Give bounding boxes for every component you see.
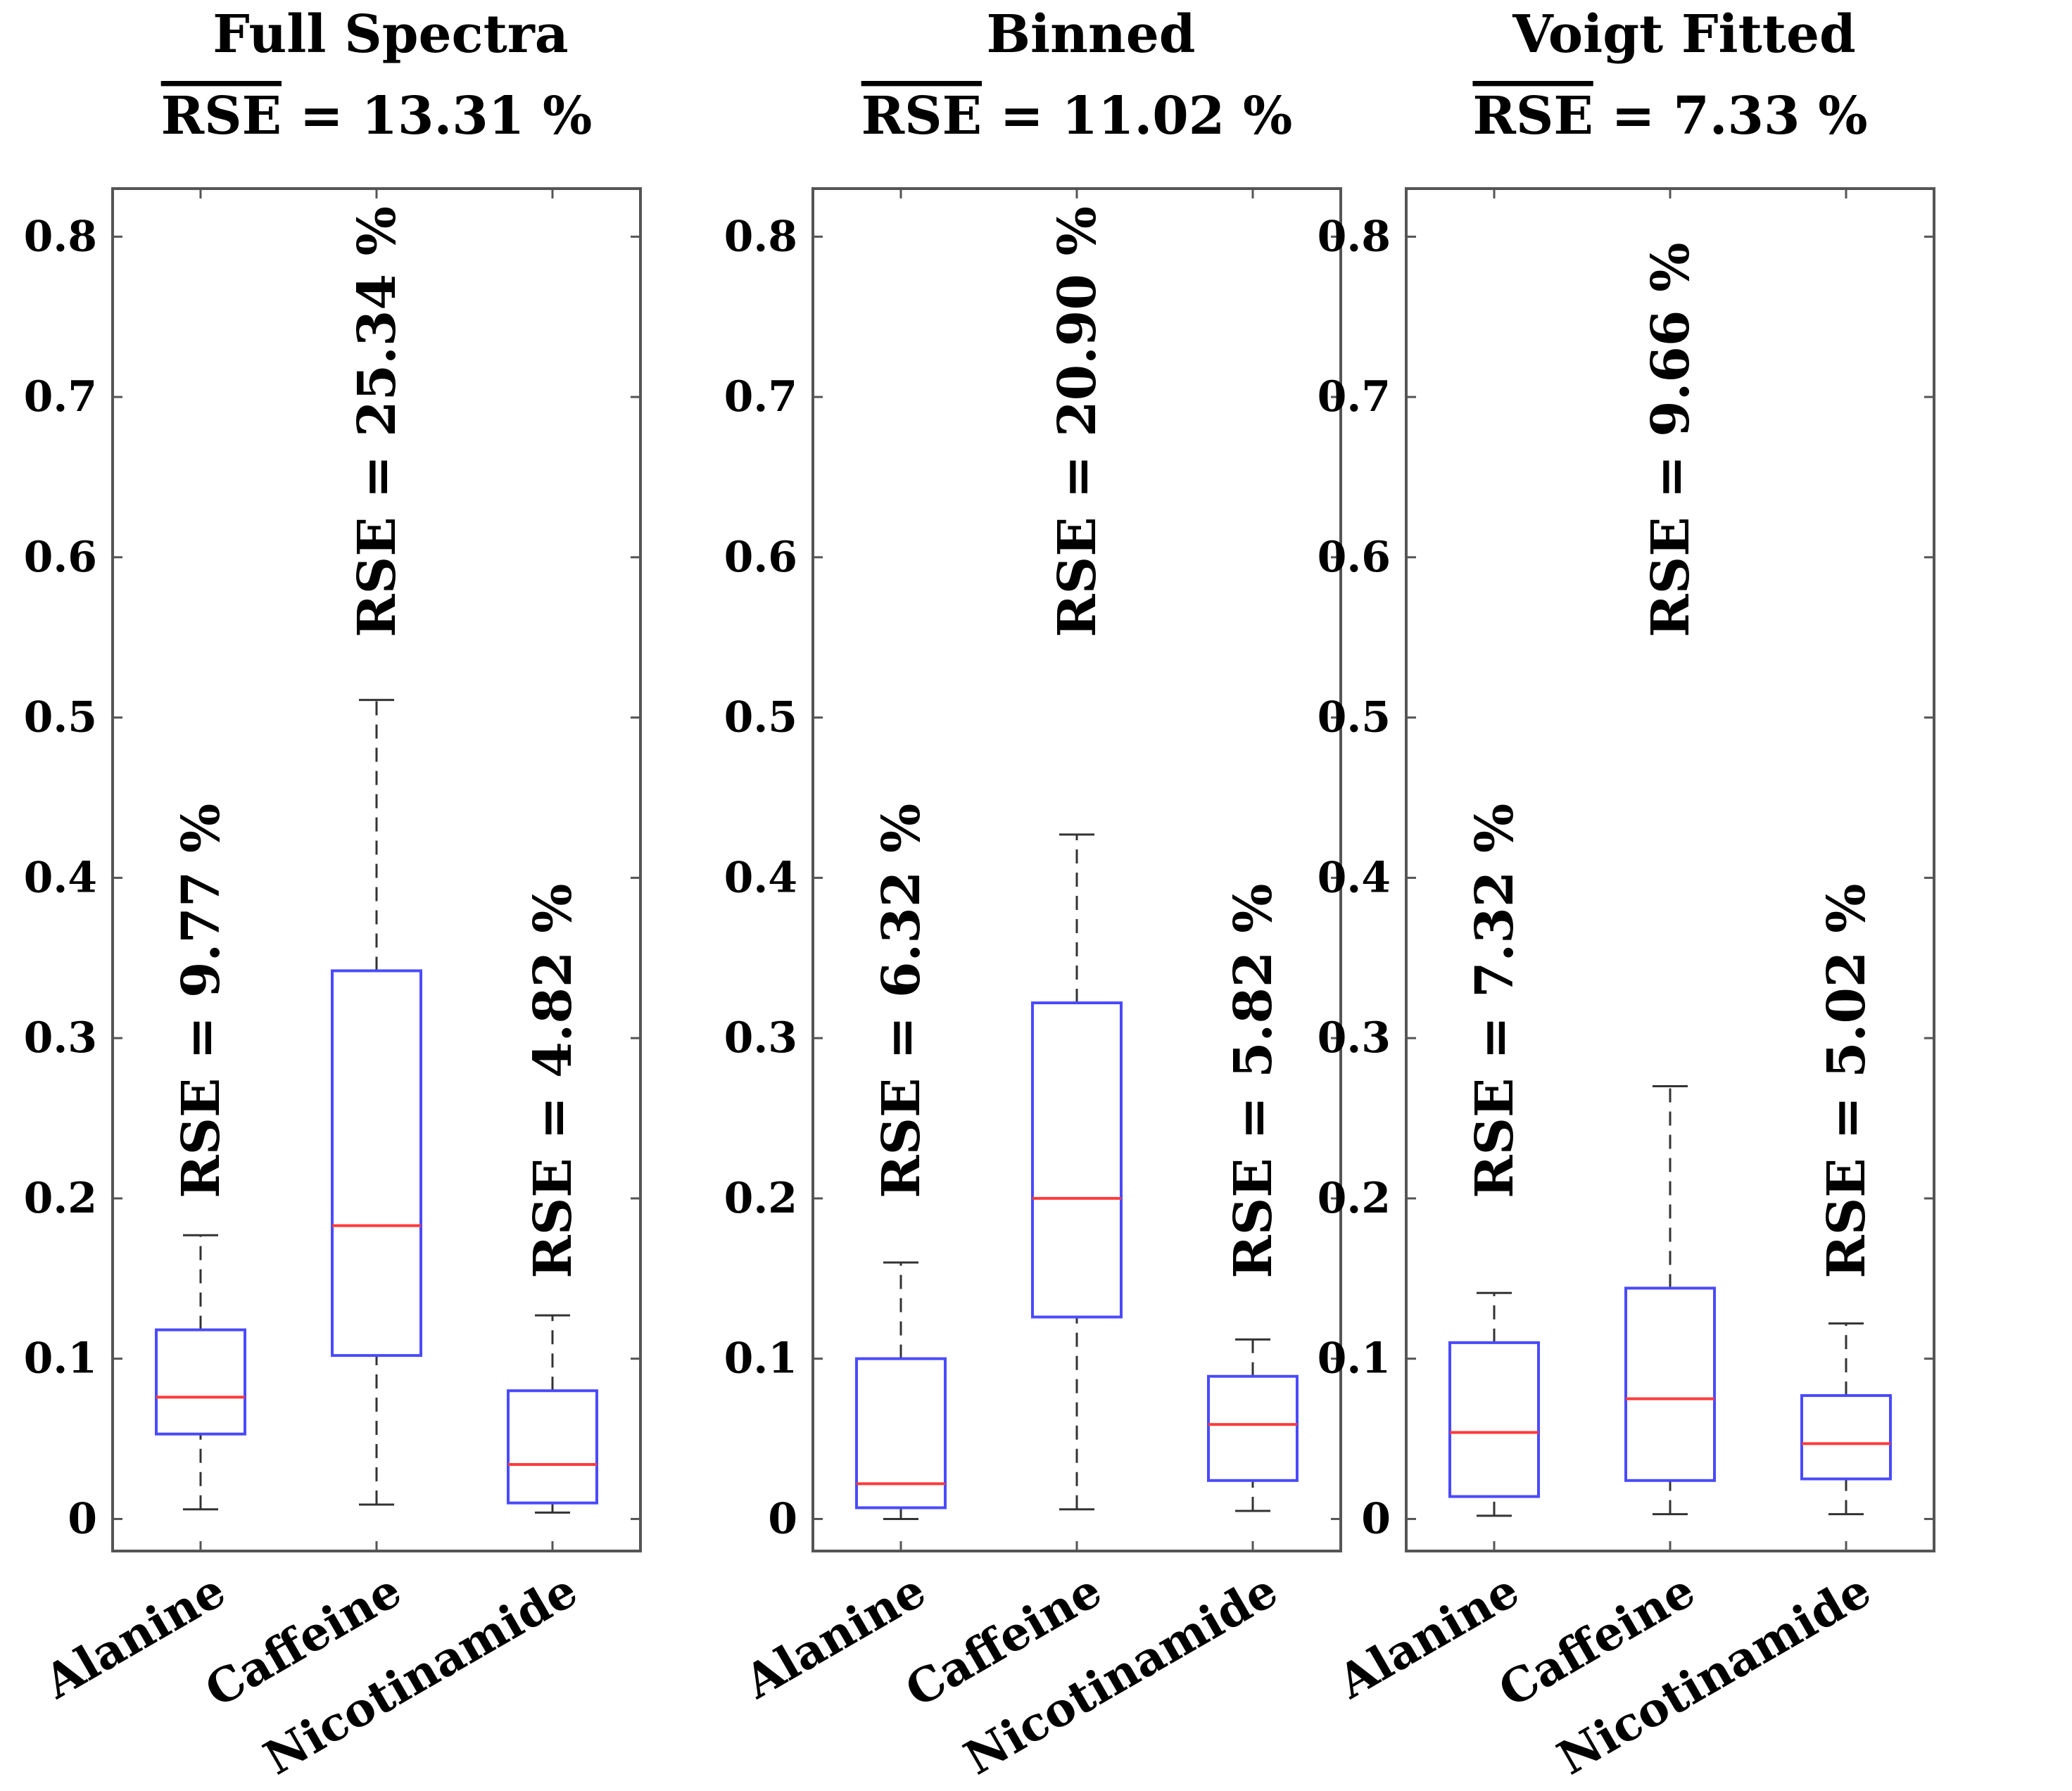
y-tick-label: 0.4 [724, 853, 797, 902]
rse-annotation: RSE = 25.34 % [347, 206, 408, 638]
panel-subtitle-value: = 13.31 % [282, 86, 592, 146]
panel-subtitle-overlined: RSE [1472, 86, 1593, 146]
panel-subtitle-overlined: RSE [161, 86, 282, 146]
y-tick-label: 0.6 [724, 533, 797, 582]
panel-subtitle: RSE = 7.33 % [1472, 86, 1867, 146]
panel-subtitle-overlined: RSE [861, 86, 982, 146]
panel-subtitle-value: = 7.33 % [1593, 86, 1868, 146]
panel-title: Binned [986, 4, 1195, 65]
panel-0: Full Spectra RSE = 13.31 % 0 0.1 0.2 0.3 0.4 0.… [24, 4, 642, 1785]
y-tick-label: 0.1 [24, 1334, 97, 1384]
iqr-box [331, 969, 422, 1358]
y-tick-label: 0.1 [724, 1334, 797, 1384]
y-tick-label: 0.3 [24, 1013, 97, 1063]
y-tick-label: 0.3 [1318, 1013, 1391, 1063]
y-tick-label: 0.5 [1318, 693, 1391, 742]
panel-subtitle-value: = 11.02 % [982, 86, 1292, 146]
y-tick-label: 0.7 [24, 372, 97, 422]
y-tick-label: 0.6 [1318, 533, 1391, 582]
y-tick-label: 0.5 [724, 693, 797, 742]
rse-annotation: RSE = 7.32 % [1465, 804, 1525, 1198]
y-tick-label: 0.1 [1318, 1334, 1391, 1384]
iqr-box [507, 1389, 598, 1505]
y-tick-label: 0.8 [24, 212, 97, 261]
category-label: Nicotinamide [1548, 1562, 1880, 1785]
iqr-box [1448, 1341, 1540, 1498]
panel-2: Voigt Fitted RSE = 7.33 % 0 0.1 0.2 0.3 0.4 0.5… [1318, 4, 1935, 1785]
iqr-box [1031, 1001, 1123, 1319]
y-tick-label: 0.3 [724, 1013, 797, 1063]
rse-annotation: RSE = 9.77 % [171, 804, 232, 1198]
category-label: Nicotinamide [255, 1562, 586, 1785]
y-tick-label: 0.8 [724, 212, 797, 261]
y-tick-label: 0.2 [24, 1174, 97, 1223]
y-tick-label: 0.7 [1318, 372, 1391, 422]
y-tick-label: 0.8 [1318, 212, 1391, 261]
category-label: Nicotinamide [955, 1562, 1287, 1785]
category-label: Alanine [34, 1562, 234, 1709]
panel-title: Voigt Fitted [1512, 4, 1856, 65]
category-label: Alanine [1328, 1562, 1528, 1709]
y-tick-label: 0.4 [24, 853, 97, 902]
rse-annotation: RSE = 5.02 % [1817, 884, 1877, 1279]
iqr-box [1624, 1286, 1716, 1482]
y-tick-label: 0.2 [1318, 1174, 1391, 1223]
rse-annotation: RSE = 20.90 % [1047, 206, 1108, 638]
rse-annotation: RSE = 9.66 % [1641, 243, 1701, 638]
y-tick-label: 0.2 [724, 1174, 797, 1223]
box-nicotinamide: RSE = 5.02 % Nicotinamide [1548, 189, 1892, 1785]
y-tick-label: 0 [68, 1494, 97, 1543]
iqr-box [1207, 1374, 1299, 1482]
y-tick-label: 0.7 [724, 372, 797, 422]
iqr-box [155, 1328, 246, 1436]
box-nicotinamide: RSE = 4.82 % Nicotinamide [255, 189, 598, 1785]
box-nicotinamide: RSE = 5.82 % Nicotinamide [955, 189, 1299, 1785]
rse-annotation: RSE = 4.82 % [523, 884, 583, 1279]
category-label: Alanine [735, 1562, 935, 1709]
y-tick-label: 0 [768, 1494, 797, 1543]
iqr-box [1800, 1394, 1892, 1481]
iqr-box [855, 1357, 947, 1510]
panel-title: Full Spectra [213, 4, 568, 65]
box-alanine: RSE = 9.77 % Alanine [34, 189, 246, 1709]
y-tick-label: 0.6 [24, 533, 97, 582]
y-tick-label: 0 [1361, 1494, 1391, 1543]
y-tick-label: 0.5 [24, 693, 97, 742]
rse-annotation: RSE = 6.32 % [871, 804, 932, 1198]
panel-subtitle: RSE = 13.31 % [161, 86, 593, 146]
panel-subtitle: RSE = 11.02 % [861, 86, 1293, 146]
rse-annotation: RSE = 5.82 % [1223, 884, 1284, 1279]
y-tick-label: 0.4 [1318, 853, 1391, 902]
